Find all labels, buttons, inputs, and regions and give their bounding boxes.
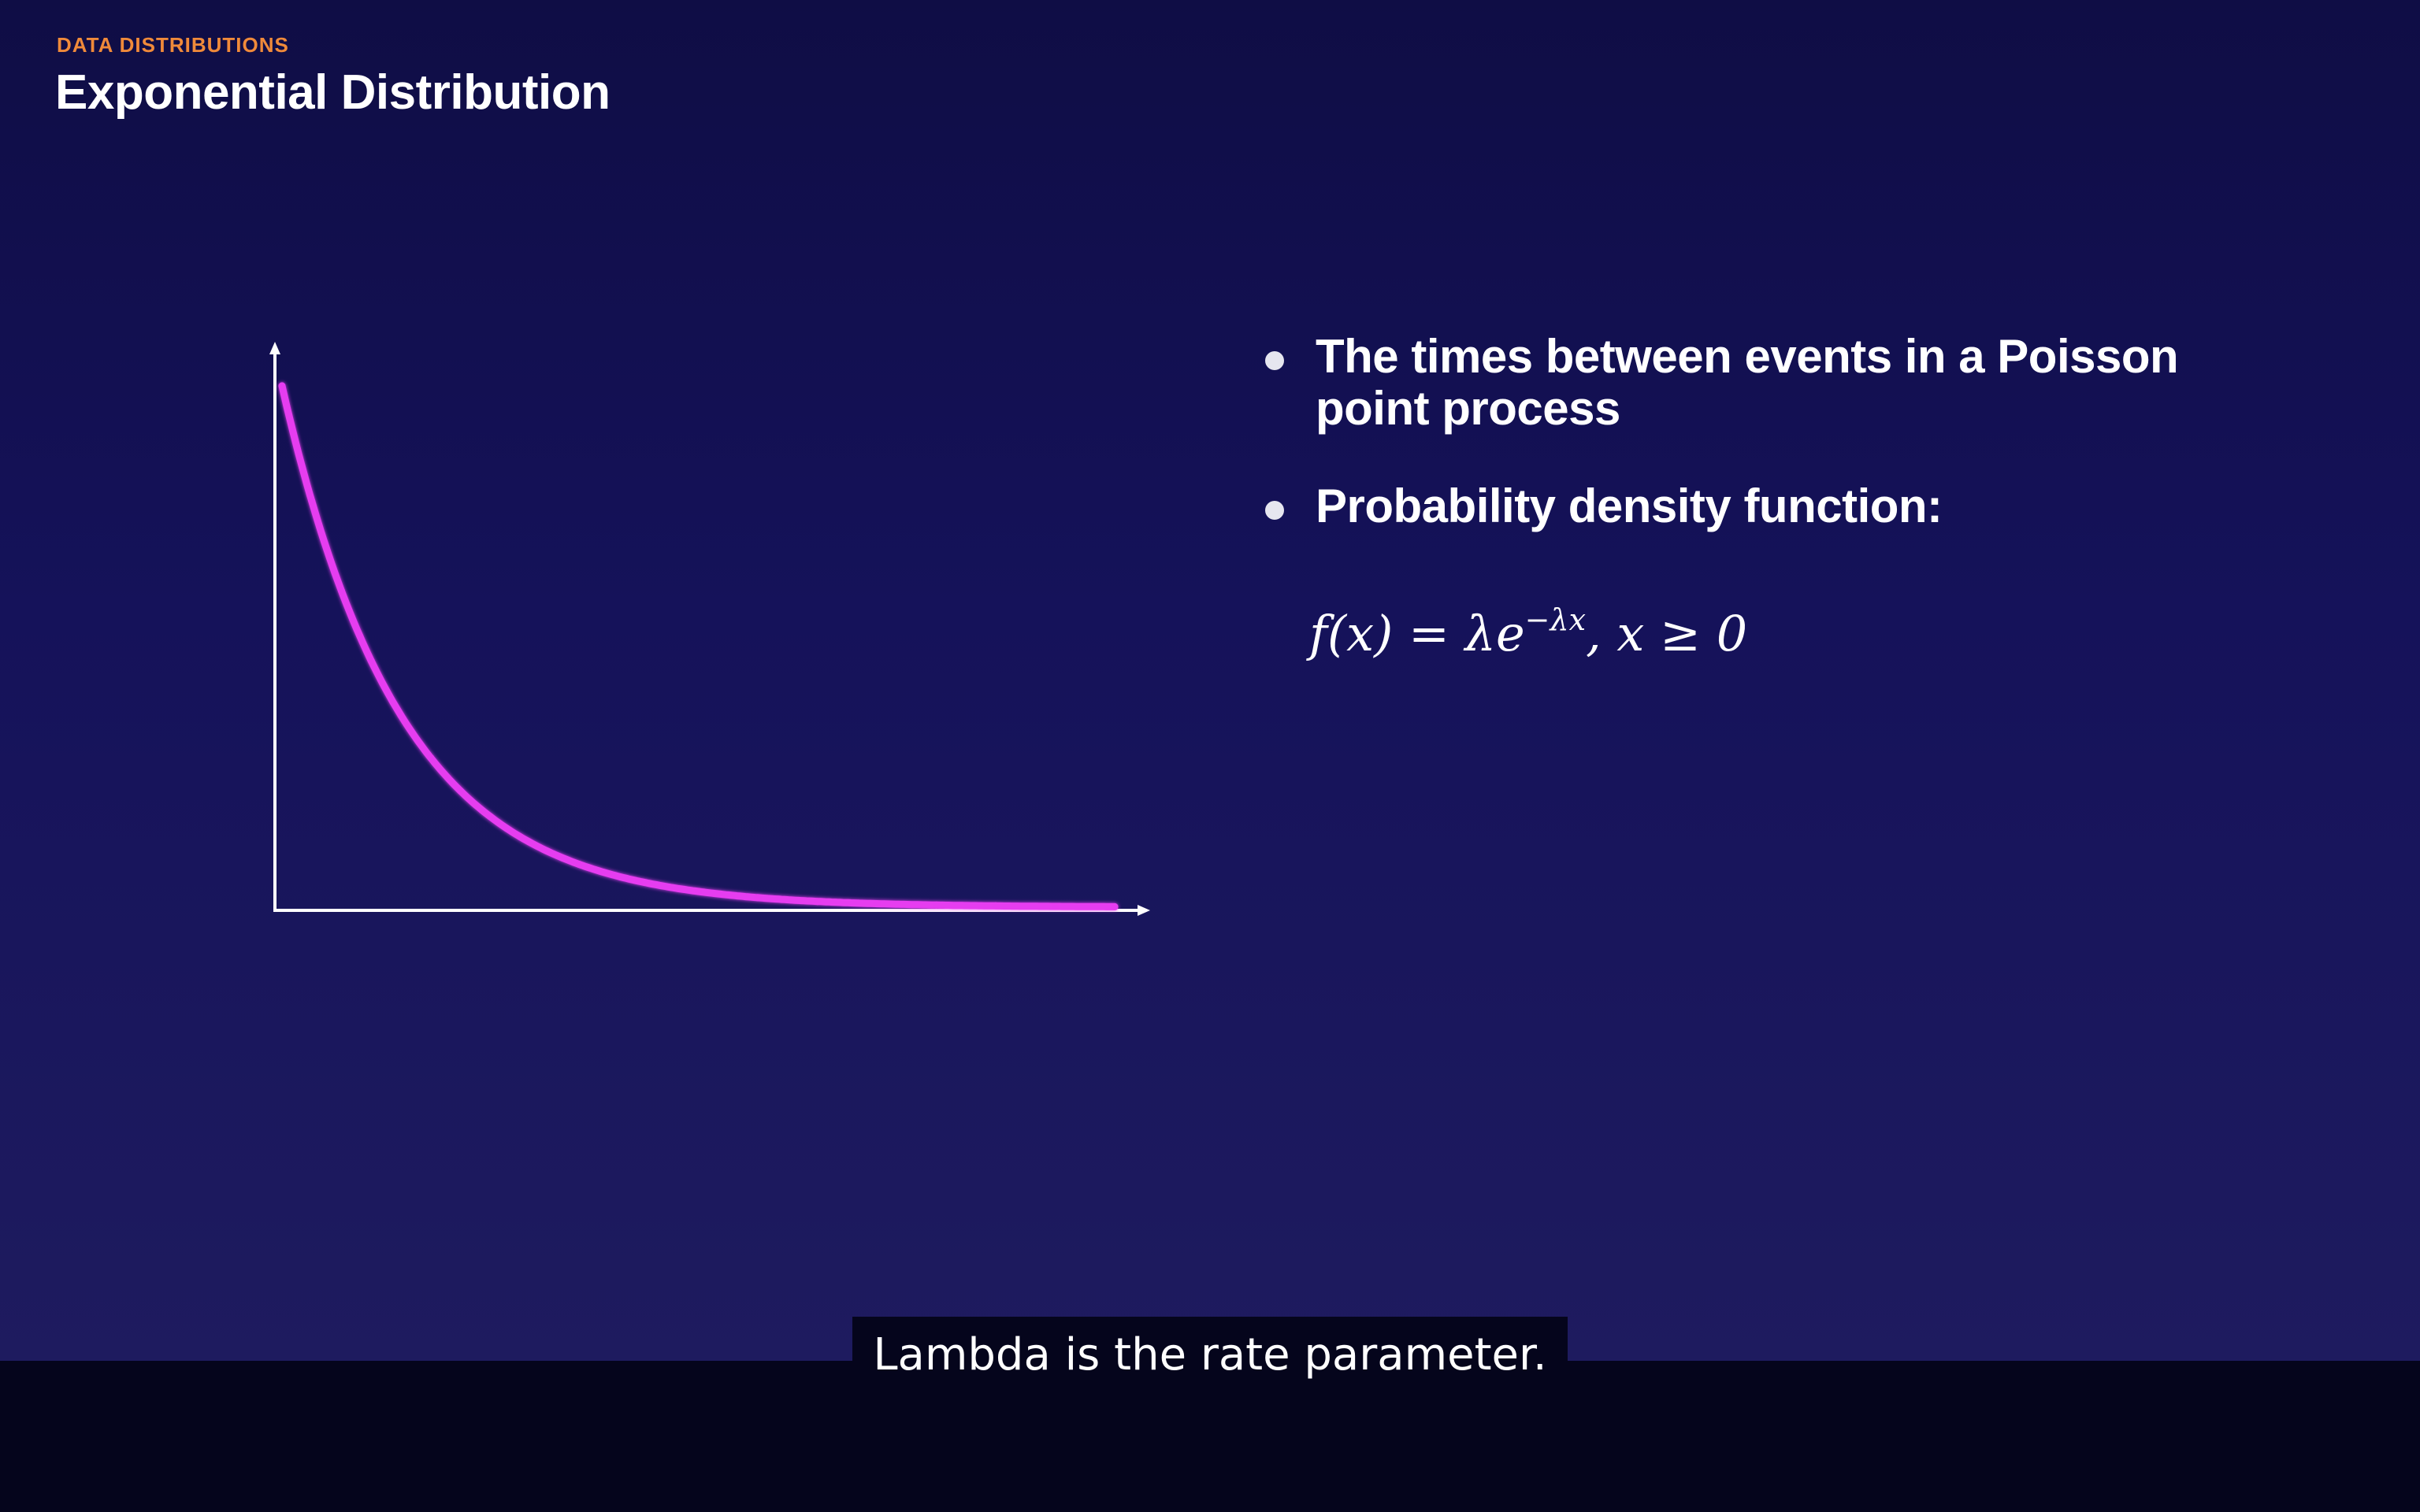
curve-point (576, 861, 583, 869)
bullet-list: The times between events in a Poisson po… (1260, 331, 2316, 532)
curve-series (278, 382, 1119, 910)
slide-kicker: DATA DISTRIBUTIONS (57, 33, 289, 57)
curve-point (814, 898, 821, 906)
x-axis-arrow-icon (1138, 905, 1150, 916)
curve-point (1052, 902, 1059, 910)
formula-e: e (1495, 605, 1525, 662)
slide-title: Exponential Distribution (55, 65, 611, 120)
pdf-formula: f(x) = λe−λx, x ≥ 0 (1309, 602, 1748, 662)
curve-point (367, 657, 375, 665)
slide: DATA DISTRIBUTIONS Exponential Distribut… (0, 0, 2420, 1361)
y-axis-arrow-icon (269, 342, 280, 354)
bullet-dot-icon (1265, 501, 1284, 520)
curve-point (427, 754, 435, 762)
subtitle-caption: Lambda is the rate parameter. (852, 1317, 1568, 1394)
curve-point (278, 382, 286, 390)
bullet-item: Probability density function: (1260, 480, 2316, 532)
bullet-item: The times between events in a Poisson po… (1260, 331, 2316, 435)
curve-point (695, 888, 702, 895)
bullet-line: Probability density function: (1316, 480, 1943, 532)
formula-lambda: λ (1464, 605, 1496, 662)
curve-line (278, 382, 1119, 910)
bullet-line: point process (1316, 382, 1620, 435)
bullet-dot-icon (1265, 351, 1284, 370)
curve-point (933, 901, 940, 909)
formula-condition: , x ≥ 0 (1586, 605, 1748, 662)
curve-point (992, 902, 1000, 910)
formula-exponent: −λx (1524, 602, 1587, 638)
curve-point (873, 900, 881, 908)
bullet-line: The times between events in a Poisson (1316, 330, 2179, 383)
curve-point (635, 877, 643, 885)
curve-point (308, 497, 316, 505)
curve-point (516, 832, 524, 840)
formula-lhs: f(x) = (1309, 605, 1465, 662)
curve-point (754, 894, 762, 902)
curve-point (1111, 902, 1119, 910)
curve-point (457, 787, 464, 795)
curve-point (397, 712, 405, 719)
curve-point (338, 587, 345, 595)
curve-point (486, 813, 494, 821)
exponential-chart (269, 342, 1150, 916)
